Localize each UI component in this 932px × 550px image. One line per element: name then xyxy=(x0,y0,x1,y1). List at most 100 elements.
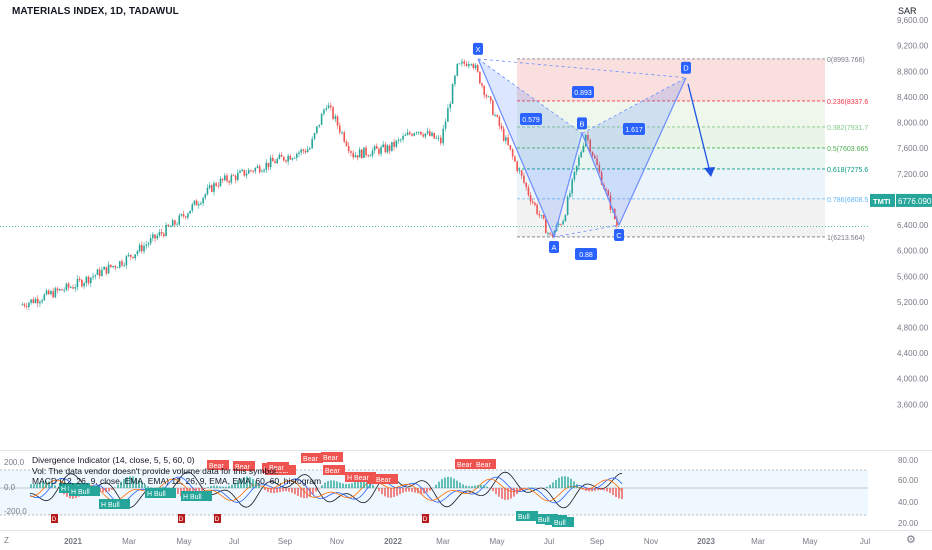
candle-body xyxy=(226,175,228,182)
candle-body xyxy=(384,144,387,153)
candle-body xyxy=(32,299,35,303)
candle-body xyxy=(50,291,52,295)
candle-body xyxy=(514,156,516,162)
macd-histogram-bar xyxy=(396,488,398,496)
candle-body xyxy=(516,161,518,172)
candle-body xyxy=(96,269,99,276)
macd-histogram-bar xyxy=(510,488,512,499)
candle-body xyxy=(78,278,81,280)
candle-body xyxy=(426,131,429,134)
candle-body xyxy=(215,183,217,186)
fib-band xyxy=(517,126,825,148)
candle-body xyxy=(562,221,564,225)
volume-legend[interactable]: Vol: The data vendor doesn't provide vol… xyxy=(32,465,279,476)
candle-body xyxy=(296,153,298,158)
macd-histogram-bar xyxy=(243,477,245,488)
time-axis-label: Jul xyxy=(860,537,870,546)
macd-histogram-bar xyxy=(453,478,455,488)
macd-histogram-bar xyxy=(279,488,281,492)
candle-body xyxy=(356,155,359,158)
candle-body xyxy=(435,138,438,139)
candle-body xyxy=(94,275,97,277)
candle-body xyxy=(560,224,562,226)
candle-body xyxy=(191,204,194,211)
time-axis-label: Jul xyxy=(229,537,239,546)
candle-body xyxy=(28,302,30,307)
candle-body xyxy=(54,288,57,298)
currency-unit: SAR xyxy=(898,6,917,16)
macd-histogram-bar xyxy=(48,481,50,488)
candle-body xyxy=(293,157,296,159)
macd-histogram-bar xyxy=(606,488,608,492)
macd-histogram-bar xyxy=(570,478,572,488)
candle-body xyxy=(598,165,601,172)
macd-histogram-bar xyxy=(216,485,218,488)
candle-body xyxy=(304,150,307,153)
candle-body xyxy=(498,116,501,127)
candle-body xyxy=(511,149,514,157)
price-axis-label: 9,200.00 xyxy=(897,42,929,51)
indicator-pane[interactable]: 200.0 0.0 -200.0 80.00 60.00 40.00 20.00 Bear Be… xyxy=(0,452,919,528)
macd-histogram-bar xyxy=(495,488,497,495)
candle-body xyxy=(327,105,330,109)
macd-histogram-bar xyxy=(156,487,158,488)
candle-body xyxy=(534,202,536,205)
divergence-marker-label: D xyxy=(423,516,428,523)
candle-body xyxy=(230,175,233,183)
macd-histogram-bar xyxy=(294,488,296,495)
macd-histogram-bar xyxy=(138,479,140,488)
macd-histogram-bar xyxy=(33,484,35,488)
macd-histogram-bar xyxy=(132,476,134,488)
candle-body xyxy=(83,283,85,287)
pattern-ratio-badge xyxy=(520,113,542,125)
time-axis-label: May xyxy=(489,537,504,546)
candle-body xyxy=(325,108,328,110)
candle-body xyxy=(169,226,172,228)
candle-body xyxy=(529,195,532,202)
candle-body xyxy=(85,276,88,284)
candle-body xyxy=(187,213,189,218)
candle-body xyxy=(393,141,395,147)
xabcd-pattern[interactable]: X A B C D 0.579 0.893 0.88 1.617 xyxy=(473,42,715,260)
candle-body xyxy=(395,140,398,147)
pattern-point-badge xyxy=(614,229,624,242)
time-axis[interactable]: 2021 Mar May Jul Sep Nov 2022 Mar May Jul Sep Nov 20… xyxy=(64,537,870,546)
macd-histogram-bar xyxy=(381,488,383,495)
candle-body xyxy=(239,170,241,173)
macd-legend[interactable]: MACD (12, 26, 9, close, EMA, EMA) 12, 26… xyxy=(32,476,322,486)
candle-body xyxy=(547,232,549,234)
indicator-right-axis-label: 80.00 xyxy=(898,456,919,465)
candle-body xyxy=(67,283,70,288)
candle-body xyxy=(234,175,237,180)
candle-body xyxy=(237,172,239,180)
candle-body xyxy=(243,169,246,176)
candle-body xyxy=(558,224,560,226)
candle-body xyxy=(525,182,527,188)
macd-histogram-bar xyxy=(369,482,371,488)
macd-histogram-bar xyxy=(267,488,269,492)
divergence-legend[interactable]: Divergence Indicator (14, close, 5, 5, 6… xyxy=(32,455,195,465)
fib-level-label: 0(8993.766) xyxy=(827,57,865,64)
macd-histogram-bar xyxy=(441,479,443,488)
macd-histogram-bar xyxy=(261,487,263,488)
candle-body xyxy=(380,147,382,154)
indicator-right-axis-label: 40.00 xyxy=(898,498,919,507)
settings-gear-icon[interactable]: ⚙ xyxy=(906,534,916,546)
macd-histogram-bar xyxy=(354,482,356,488)
bull-divergence-tag xyxy=(69,486,100,496)
macd-histogram-bar xyxy=(225,486,227,488)
candle-body xyxy=(107,264,110,274)
candle-body xyxy=(81,279,83,287)
candle-body xyxy=(47,290,50,295)
indicator-left-axis-label: 200.0 xyxy=(4,458,25,467)
candle-body xyxy=(591,151,594,156)
macd-histogram-bar xyxy=(357,480,359,488)
macd-histogram-bar xyxy=(276,488,278,493)
candle-body xyxy=(56,288,59,291)
price-axis[interactable]: 10,000.009,600.009,200.008,800.008,400.0… xyxy=(868,0,932,450)
candle-body xyxy=(564,214,567,222)
pattern-point-label: A xyxy=(551,243,556,252)
pattern-ratio-label: 0.893 xyxy=(574,90,592,97)
macd-histogram-bar xyxy=(504,488,506,500)
